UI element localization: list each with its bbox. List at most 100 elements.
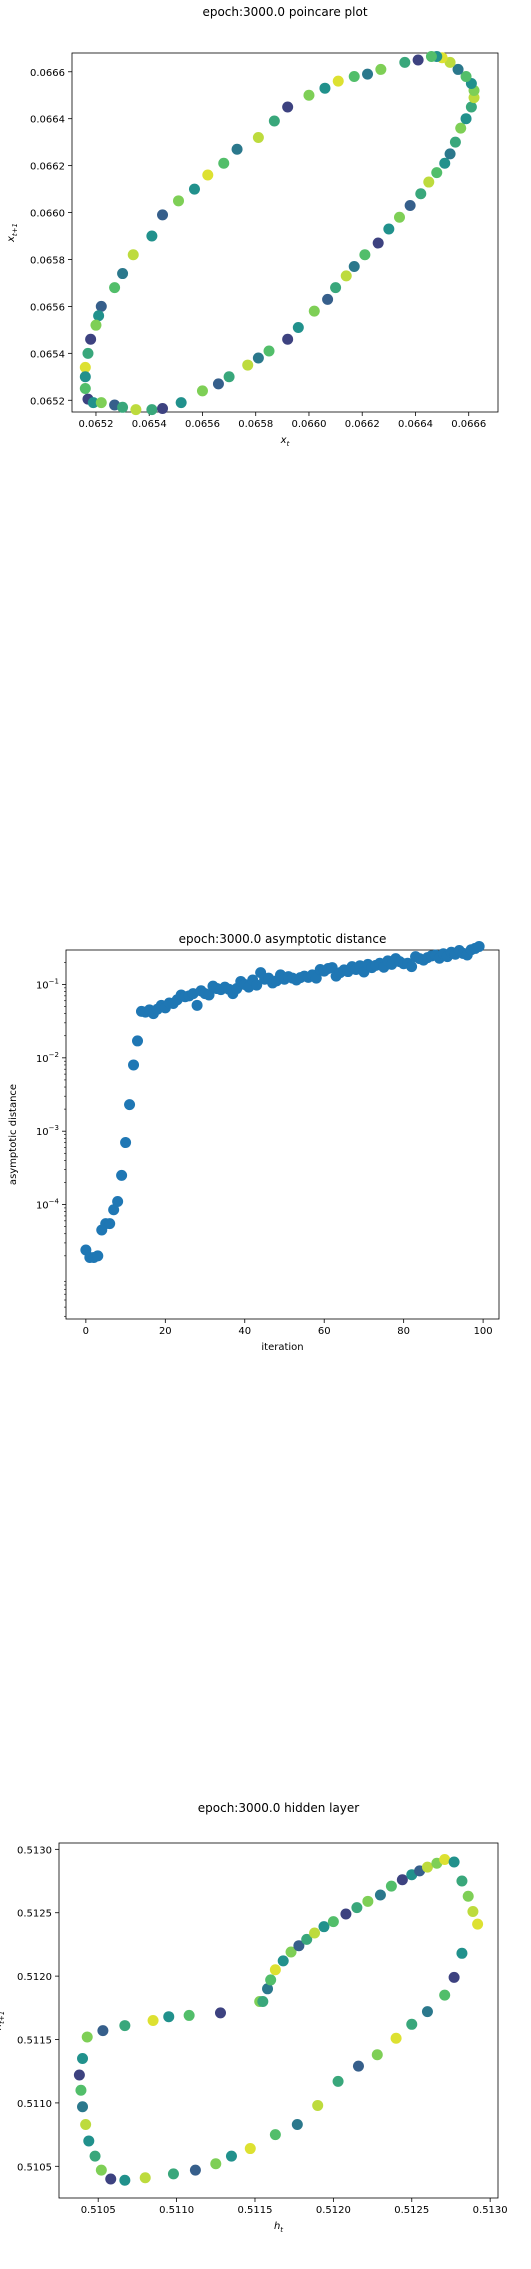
scatter-point (362, 68, 374, 80)
scatter-point (351, 1902, 363, 1914)
scatter-point (383, 223, 395, 235)
scatter-point (252, 352, 264, 364)
scatter-point (340, 270, 352, 282)
scatter-point (183, 2009, 195, 2021)
scatter-point (95, 300, 107, 312)
x-tick-label: 0.5110 (159, 2205, 194, 2216)
scatter-point (421, 1861, 433, 1873)
scatter-point (146, 230, 158, 242)
scatter-point (456, 1875, 468, 1887)
scatter-point (167, 2168, 179, 2180)
scatter-point (117, 268, 129, 280)
chart-title: epoch:3000.0 hidden layer (198, 1801, 360, 1815)
scatter-point (73, 2069, 85, 2081)
scatter-point (105, 2173, 117, 2185)
y-tick-label: 10−3 (36, 1124, 59, 1138)
scatter-point (82, 347, 94, 359)
scatter-point (218, 157, 230, 169)
scatter-point (439, 1853, 451, 1865)
plot-frame (71, 52, 499, 413)
scatter-point (89, 2150, 101, 2162)
scatter-point (327, 1916, 339, 1928)
chart-svg-1: epoch:3000.0 asymptotic distance 0 20 40 60 8… (8, 932, 500, 1353)
scatter-point (269, 2129, 281, 2141)
scatter-point (188, 183, 200, 195)
scatter-point (225, 2150, 237, 2162)
scatter-point (214, 2007, 226, 2019)
scatter-point (352, 2060, 364, 2072)
x-tick-label: 0.0660 (291, 419, 326, 430)
x-tick-label: 0.5125 (394, 2205, 429, 2216)
scatter-point (462, 1890, 474, 1902)
scatter-point (268, 115, 280, 127)
scatter-point (399, 56, 411, 68)
scatter-point (251, 979, 263, 991)
scatter-point (301, 1933, 313, 1945)
scatter-point (163, 2011, 175, 2023)
scatter-point (472, 1918, 484, 1930)
scatter-point (340, 1908, 352, 1920)
scatter-point (79, 371, 91, 383)
scatter-point (421, 2006, 433, 2018)
y-tick-label: 0.5110 (17, 2099, 52, 2110)
y-tick-label: 0.5115 (17, 2036, 52, 2047)
scatter-point (309, 1927, 321, 1939)
scatter-point (127, 249, 139, 261)
y-tick-label: 0.5105 (17, 2162, 52, 2173)
y-tick-label: 0.5125 (17, 1909, 52, 1920)
x-tick-label: 0.0658 (238, 419, 273, 430)
y-tick-label: 0.0654 (30, 349, 65, 360)
scatter-point (359, 249, 371, 261)
scatter-point (128, 1059, 140, 1071)
scatter-point (473, 940, 485, 952)
poincare-chart-panel: epoch:3000.0 poincare plot 0.0652 0.0654 0.… (0, 0, 531, 470)
x-tick-label: 80 (397, 1326, 410, 1337)
scatter-point (119, 2020, 131, 2032)
scatter-point (262, 1983, 274, 1995)
scatter-point (257, 1995, 269, 2007)
y-tick-label: 0.0662 (30, 162, 65, 173)
scatter-point (460, 70, 472, 82)
scatter-point (412, 54, 424, 66)
scatter-point (77, 2101, 89, 2113)
scatter-point (202, 169, 214, 181)
scatter-point (456, 1947, 468, 1959)
scatter-point (75, 2084, 87, 2096)
scatter-point (372, 237, 384, 249)
scatter-point (326, 962, 338, 974)
asymptotic-distance-chart-panel: epoch:3000.0 asymptotic distance 0 20 40 60 8… (0, 930, 531, 1360)
x-tick-label: 0.5130 (473, 2205, 508, 2216)
scatter-point (455, 122, 467, 134)
scatter-point (79, 383, 91, 395)
scatter-point (130, 404, 142, 416)
x-tick-label: 0.0656 (185, 419, 220, 430)
scatter-point (93, 310, 105, 322)
y-tick-label: 0.0652 (30, 396, 65, 407)
scatter-point (223, 371, 235, 383)
x-tick-label: 0.5105 (81, 2205, 116, 2216)
scatter-point (312, 2099, 324, 2111)
scatter-point (330, 282, 342, 294)
y-axis-label: asymptotic distance (8, 1084, 19, 1185)
scatter-point (112, 1196, 124, 1208)
scatter-point (348, 261, 360, 273)
plot-frame (58, 1842, 499, 2199)
x-tick-label: 60 (318, 1326, 331, 1337)
scatter-point (231, 143, 243, 155)
scatter-point (406, 961, 418, 973)
scatter-point (423, 176, 435, 188)
scatter-point (332, 75, 344, 87)
scatter-point (117, 401, 129, 413)
scatter-point (371, 2049, 383, 2061)
scatter-point (189, 2164, 201, 2176)
scatter-point (444, 148, 456, 160)
scatter-point (104, 1218, 116, 1230)
x-axis-label: iteration (261, 1342, 303, 1353)
scatter-point (92, 1250, 104, 1262)
scatter-point (124, 1099, 136, 1111)
scatter-point (210, 2158, 222, 2170)
x-tick-label: 20 (159, 1326, 172, 1337)
scatter-point (242, 359, 254, 371)
scatter-point (465, 101, 477, 113)
scatter-point (385, 1880, 397, 1892)
